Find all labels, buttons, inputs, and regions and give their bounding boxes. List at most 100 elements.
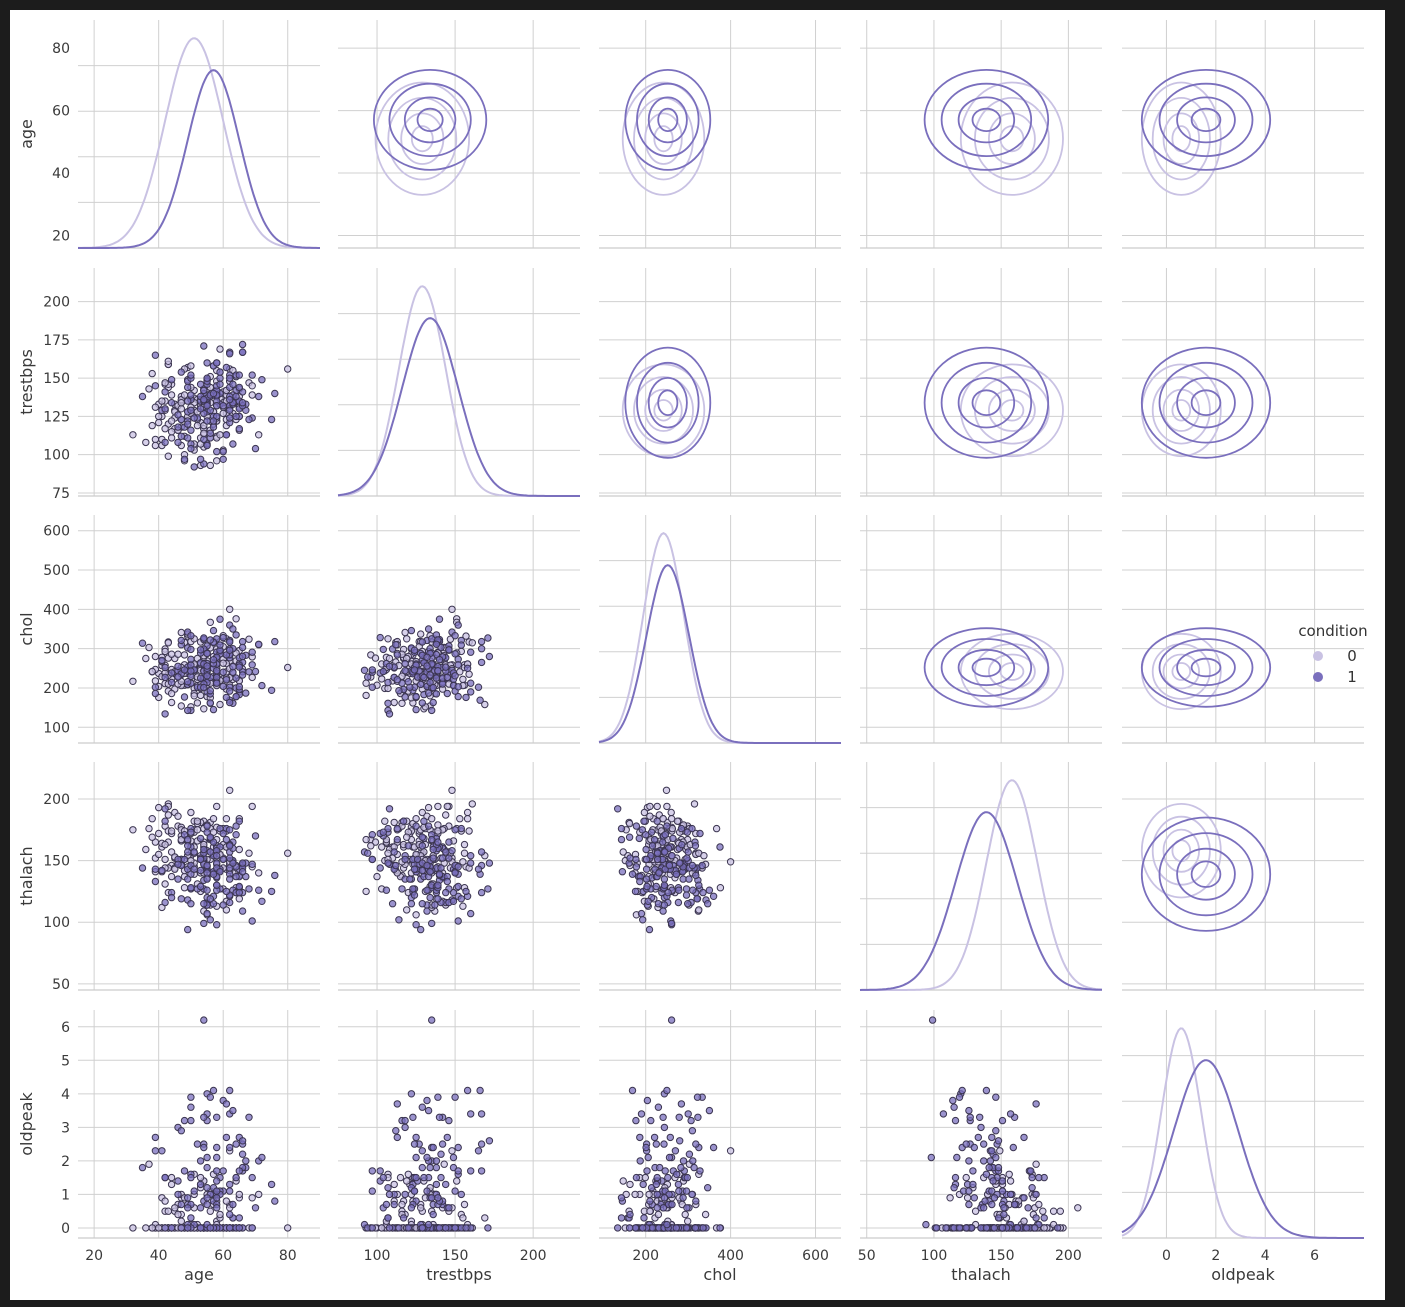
scatter-point-class-1 bbox=[636, 1133, 644, 1142]
scatter-point-class-1 bbox=[368, 831, 376, 839]
scatter-point-class-1 bbox=[222, 363, 231, 372]
scatter-point-class-1 bbox=[184, 875, 192, 883]
scatter-point-class-1 bbox=[196, 455, 205, 463]
scatter-point-class-1 bbox=[407, 1204, 416, 1212]
scatter-point-class-0 bbox=[148, 833, 156, 841]
kde-contour-class-0 bbox=[1171, 662, 1192, 681]
scatter-point-class-1 bbox=[636, 1157, 644, 1165]
scatter-point-class-0 bbox=[151, 652, 160, 661]
y-tick-label: 175 bbox=[43, 333, 70, 349]
scatter-point-class-0 bbox=[1005, 1170, 1013, 1179]
scatter-point-class-1 bbox=[271, 389, 279, 398]
scatter-point-class-1 bbox=[161, 805, 169, 813]
scatter-point-class-1 bbox=[219, 1167, 227, 1175]
scatter-point-class-0 bbox=[619, 1177, 627, 1185]
scatter-point-class-1 bbox=[1032, 1100, 1040, 1108]
scatter-point-class-0 bbox=[378, 843, 386, 851]
scatter-point-class-1 bbox=[969, 1167, 977, 1175]
scatter-point-class-1 bbox=[200, 634, 208, 642]
scatter-point-class-1 bbox=[980, 1157, 988, 1165]
scatter-point-class-0 bbox=[384, 849, 392, 857]
x-tick-label: 80 bbox=[279, 1248, 297, 1264]
scatter-point-class-1 bbox=[177, 432, 186, 440]
scatter-point-class-1 bbox=[626, 1210, 634, 1219]
scatter-point-class-1 bbox=[390, 1200, 398, 1209]
scatter-point-class-1 bbox=[258, 681, 266, 690]
scatter-point-class-0 bbox=[164, 1207, 173, 1215]
x-tick-label: 100 bbox=[921, 1248, 948, 1264]
x-axis-title: thalach bbox=[951, 1265, 1010, 1284]
scatter-point-class-0 bbox=[206, 461, 215, 470]
scatter-point-class-1 bbox=[988, 1187, 996, 1195]
scatter-point-class-1 bbox=[216, 380, 224, 388]
scatter-point-class-1 bbox=[213, 447, 221, 456]
scatter-point-class-1 bbox=[445, 646, 453, 654]
panel-trestbps-vs-thalach bbox=[860, 268, 1102, 497]
scatter-point-class-1 bbox=[412, 705, 420, 714]
scatter-point-class-1 bbox=[393, 824, 401, 833]
scatter-point-class-1 bbox=[977, 1123, 985, 1132]
scatter-point-class-1 bbox=[187, 884, 195, 892]
scatter-point-class-0 bbox=[222, 815, 231, 823]
scatter-point-class-0 bbox=[1020, 1217, 1028, 1225]
scatter-point-class-1 bbox=[255, 886, 263, 894]
scatter-point-class-0 bbox=[248, 391, 256, 399]
scatter-point-class-1 bbox=[676, 859, 684, 867]
scatter-point-class-1 bbox=[646, 1197, 654, 1205]
scatter-point-class-0 bbox=[401, 628, 409, 637]
scatter-point-class-1 bbox=[245, 415, 253, 424]
scatter-point-class-1 bbox=[200, 1113, 208, 1122]
scatter-point-class-1 bbox=[190, 848, 198, 856]
x-tick-label: 150 bbox=[442, 1248, 469, 1264]
kde-contour-class-1 bbox=[957, 648, 1016, 687]
scatter-point-class-1 bbox=[682, 1224, 691, 1232]
scatter-point-class-0 bbox=[434, 821, 442, 829]
scatter-point-class-1 bbox=[462, 887, 470, 896]
scatter-point-class-1 bbox=[229, 440, 237, 448]
scatter-point-class-1 bbox=[1020, 1194, 1028, 1202]
kde-contour-class-0 bbox=[1151, 376, 1211, 445]
kde-contour-class-1 bbox=[923, 346, 1050, 459]
scatter-point-class-1 bbox=[628, 1086, 637, 1095]
scatter-point-class-1 bbox=[226, 842, 234, 850]
scatter-point-class-0 bbox=[145, 824, 153, 833]
scatter-point-class-1 bbox=[667, 919, 676, 928]
scatter-point-class-1 bbox=[484, 1224, 492, 1232]
scatter-point-class-1 bbox=[226, 687, 234, 695]
scatter-point-class-1 bbox=[998, 1224, 1007, 1232]
scatter-point-class-1 bbox=[637, 1110, 646, 1118]
scatter-point-class-0 bbox=[390, 818, 398, 827]
scatter-point-class-0 bbox=[174, 812, 182, 820]
scatter-point-class-0 bbox=[684, 1217, 692, 1225]
scatter-point-class-1 bbox=[659, 1204, 668, 1212]
scatter-point-class-1 bbox=[970, 1194, 978, 1202]
scatter-point-class-1 bbox=[384, 1214, 392, 1222]
scatter-point-class-1 bbox=[1035, 1173, 1043, 1182]
scatter-point-class-1 bbox=[167, 376, 176, 384]
scatter-point-class-1 bbox=[226, 1187, 234, 1195]
scatter-point-class-1 bbox=[628, 870, 637, 878]
scatter-point-class-0 bbox=[946, 1194, 954, 1202]
scatter-point-class-1 bbox=[203, 1184, 211, 1192]
scatter-point-class-1 bbox=[226, 414, 234, 422]
scatter-point-class-1 bbox=[1010, 1200, 1019, 1209]
scatter-point-class-0 bbox=[167, 391, 176, 399]
scatter-point-class-0 bbox=[145, 1160, 153, 1168]
scatter-point-class-1 bbox=[679, 1194, 687, 1202]
scatter-point-class-1 bbox=[705, 886, 714, 894]
scatter-point-class-0 bbox=[1039, 1207, 1047, 1215]
scatter-point-class-1 bbox=[435, 1224, 444, 1232]
scatter-point-class-1 bbox=[401, 1190, 409, 1199]
scatter-point-class-1 bbox=[423, 907, 431, 915]
scatter-point-class-0 bbox=[142, 845, 150, 854]
scatter-point-class-1 bbox=[1028, 1173, 1036, 1182]
scatter-point-class-1 bbox=[661, 831, 669, 839]
scatter-point-class-1 bbox=[663, 1220, 671, 1229]
scatter-point-class-1 bbox=[209, 656, 218, 664]
scatter-point-class-1 bbox=[203, 1153, 211, 1162]
scatter-point-class-1 bbox=[998, 1177, 1007, 1185]
scatter-point-class-1 bbox=[451, 826, 459, 834]
scatter-point-class-1 bbox=[485, 859, 494, 867]
scatter-point-class-0 bbox=[362, 679, 370, 687]
panel-thalach-vs-thalach bbox=[859, 762, 1103, 991]
